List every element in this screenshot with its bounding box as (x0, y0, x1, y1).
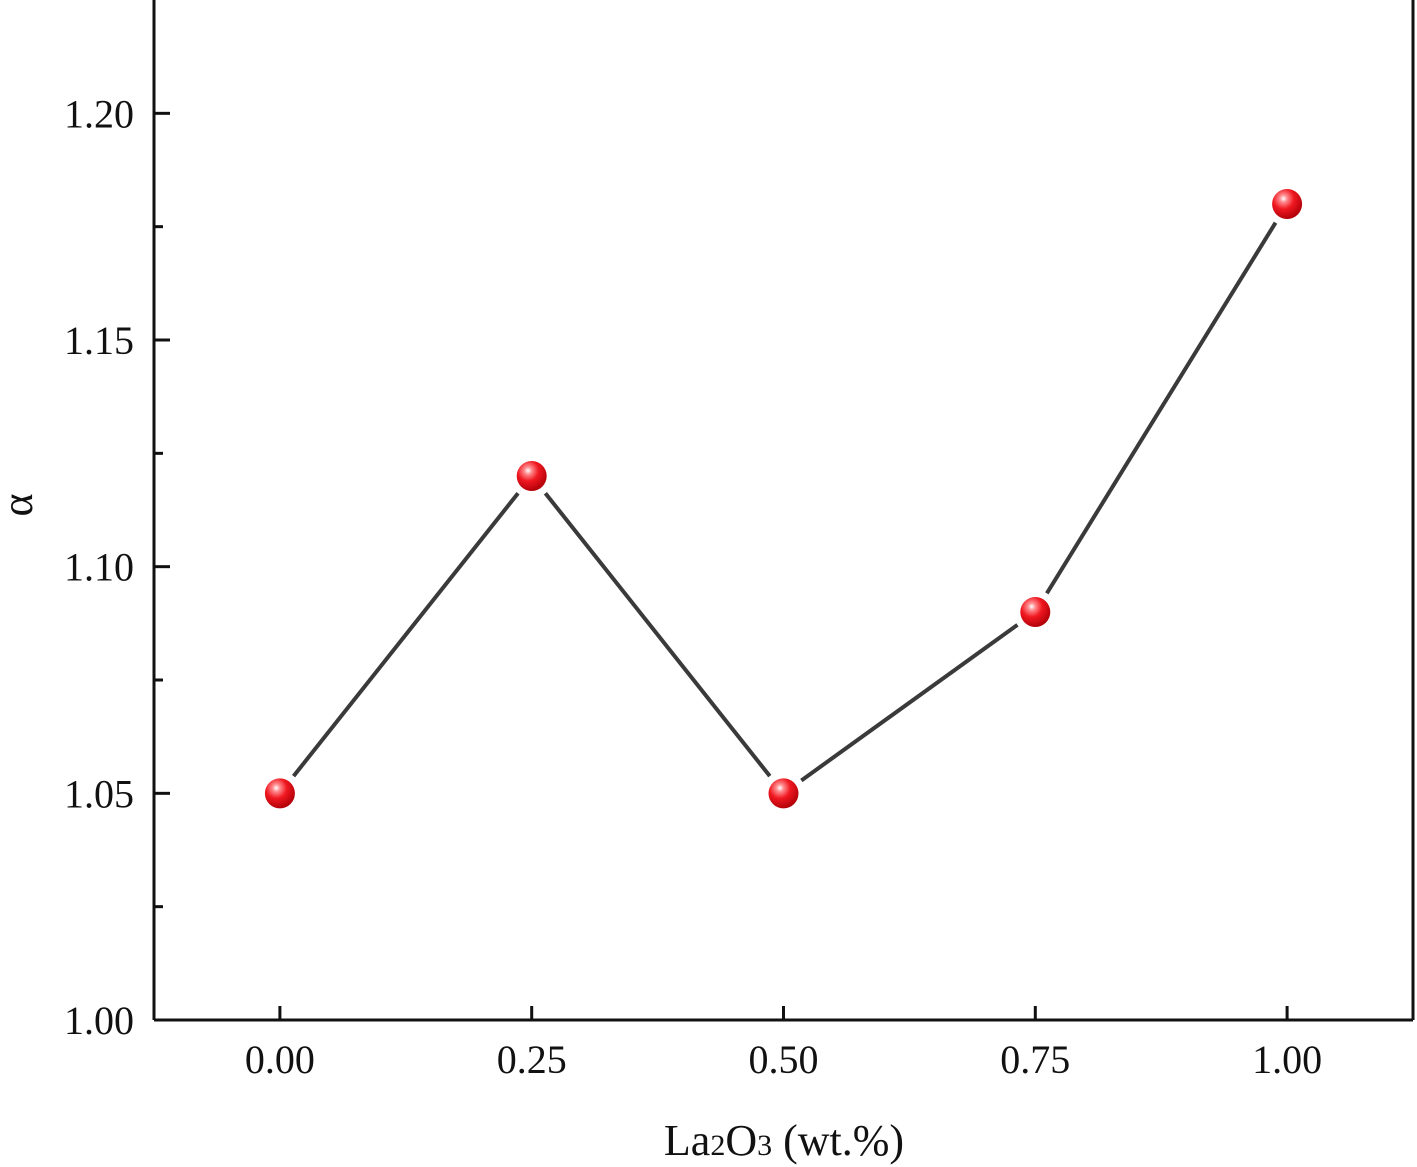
y-axis-ticks: 1.00 1.05 1.10 1.15 1.20 (64, 91, 170, 1043)
y-tick-label: 1.10 (64, 545, 134, 590)
data-point-marker (1020, 597, 1051, 627)
data-point-marker (264, 778, 295, 809)
data-point-marker (516, 461, 547, 491)
x-tick-label: 0.25 (497, 1037, 567, 1082)
series-line-segment (543, 491, 772, 778)
y-tick-label: 1.05 (64, 771, 134, 816)
series-line-segment (1045, 221, 1278, 595)
x-tick-label: 0.50 (749, 1037, 819, 1082)
data-point-marker (1272, 189, 1303, 219)
series-layer (264, 189, 1303, 809)
y-axis-title: α (0, 493, 42, 516)
plot-frame (152, 0, 1415, 1022)
y-tick-label: 1.00 (64, 998, 134, 1043)
series-line-segment (292, 491, 520, 778)
x-tick-label: 1.00 (1252, 1037, 1322, 1082)
x-tick-label: 0.00 (245, 1037, 315, 1082)
y-tick-label: 1.15 (64, 318, 134, 363)
y-tick-label: 1.20 (64, 91, 134, 136)
data-point-marker (768, 778, 799, 809)
x-tick-label: 0.75 (1000, 1037, 1070, 1082)
x-axis-title: La2O3 (wt.%) (664, 1116, 904, 1165)
x-axis-ticks: 0.00 0.25 0.50 0.75 1.00 (245, 1006, 1322, 1082)
series-line-segment (800, 623, 1019, 783)
